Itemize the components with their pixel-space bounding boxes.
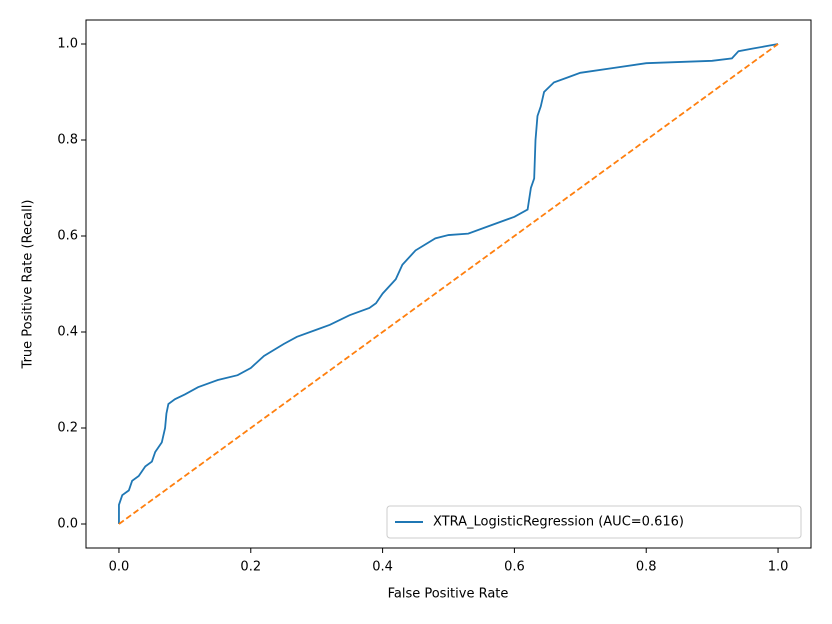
y-tick-label: 0.8 — [57, 133, 78, 148]
legend-box — [386, 505, 802, 539]
y-tick-label: 0.4 — [57, 325, 78, 340]
line-series — [118, 43, 779, 525]
legend-label: XTRA_LogisticRegression (AUC=0.616) — [433, 515, 684, 530]
y-tick-label: 0.2 — [57, 421, 78, 436]
y-tick-label: 0.6 — [57, 229, 78, 244]
x-tick-label: 0.8 — [636, 560, 657, 575]
x-tick-label: 1.0 — [768, 560, 789, 575]
y-tick-label: 1.0 — [57, 37, 78, 52]
x-tick-label: 0.2 — [240, 560, 261, 575]
x-tick-label: 0.0 — [109, 560, 130, 575]
x-tick-label: 0.4 — [372, 560, 393, 575]
line-series — [118, 43, 779, 524]
x-tick-label: 0.6 — [504, 560, 525, 575]
plot-frame — [85, 19, 812, 549]
y-tick-label: 0.0 — [57, 517, 78, 532]
y-axis-label: True Positive Rate (Recall) — [21, 200, 36, 370]
x-axis-label: False Positive Rate — [388, 587, 509, 602]
